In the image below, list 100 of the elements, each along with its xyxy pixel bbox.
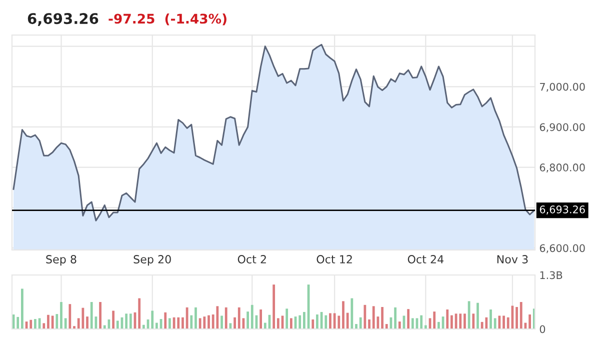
bar <box>394 307 396 329</box>
bar <box>385 324 388 329</box>
bar <box>459 314 462 329</box>
bar <box>316 314 318 329</box>
bar <box>203 316 206 329</box>
bar <box>238 307 240 329</box>
bar <box>125 314 128 329</box>
bar <box>346 312 349 329</box>
bar <box>355 324 358 329</box>
bar <box>290 318 292 329</box>
bar <box>116 320 119 329</box>
bar <box>198 318 202 329</box>
bar <box>246 312 249 329</box>
bar <box>21 288 24 329</box>
text: (-1.43%) <box>165 13 226 26</box>
bar <box>16 316 20 329</box>
bar <box>333 313 336 329</box>
bar <box>364 304 366 329</box>
bar <box>229 323 232 329</box>
bar <box>502 316 505 329</box>
bar <box>164 312 167 329</box>
bar <box>472 314 475 329</box>
bar <box>398 322 401 329</box>
bar <box>138 298 141 329</box>
bar <box>368 319 370 329</box>
bar <box>312 319 314 329</box>
bar <box>359 317 362 329</box>
bar <box>350 298 354 329</box>
bar <box>433 312 436 329</box>
bar <box>182 317 184 329</box>
bar <box>264 322 266 329</box>
bar <box>480 322 484 329</box>
bar <box>151 310 154 329</box>
text: -97.25 <box>108 14 154 24</box>
bar <box>260 309 262 329</box>
y-tick-label: 6,600.00 <box>540 244 585 254</box>
bar <box>338 316 340 329</box>
bar <box>437 322 440 329</box>
x-tick-label: Sep 20 <box>134 255 171 266</box>
x-tick-label: Nov 3 <box>497 255 528 264</box>
ref-line-label: 6,693.26 <box>540 206 585 214</box>
bar <box>155 322 158 329</box>
bar <box>420 315 423 329</box>
bar <box>520 302 522 329</box>
bar <box>381 306 384 329</box>
bar <box>342 301 344 329</box>
y-tick-label: 7,000.00 <box>540 82 585 92</box>
chart-title: 6,693.26 <box>28 13 98 26</box>
bar <box>216 306 219 329</box>
bar <box>224 307 228 329</box>
bar <box>168 318 171 329</box>
x-tick-label: Oct 24 <box>408 255 444 264</box>
bar <box>47 314 50 329</box>
bar <box>112 310 114 329</box>
x-tick-label: Oct 12 <box>316 255 352 264</box>
bar <box>250 304 254 329</box>
bar <box>516 306 518 329</box>
bar <box>30 320 32 329</box>
bar <box>90 302 93 329</box>
bar <box>42 323 46 329</box>
bar <box>485 317 488 329</box>
y-tick-label: 0 <box>540 325 546 334</box>
bar <box>464 314 466 329</box>
bar <box>82 308 84 329</box>
bar <box>498 316 501 329</box>
bar <box>129 314 132 329</box>
bar <box>86 316 88 329</box>
bar <box>476 302 479 329</box>
bar <box>190 315 193 329</box>
bar <box>494 318 496 329</box>
bar <box>490 309 492 329</box>
y-tick-label: 6,900.00 <box>540 123 585 132</box>
bar <box>372 306 375 329</box>
y-tick-label: 6,800.00 <box>540 164 585 172</box>
bar <box>324 315 328 329</box>
bar <box>34 319 36 329</box>
bar <box>286 308 288 329</box>
bar <box>329 313 332 329</box>
bar <box>220 316 223 329</box>
bar <box>64 318 67 329</box>
x-tick-label: Oct 2 <box>238 255 266 264</box>
bar <box>177 317 180 329</box>
bar <box>194 307 197 329</box>
bar <box>272 284 276 329</box>
bar <box>407 309 410 329</box>
bar <box>60 302 62 329</box>
bar <box>234 317 236 329</box>
y-tick-label: 1.3B <box>540 271 562 280</box>
bar <box>298 315 302 329</box>
bar <box>68 304 72 329</box>
x-tick-label: Sep 8 <box>46 255 76 266</box>
bar <box>446 309 449 329</box>
bar <box>511 306 514 329</box>
bar <box>411 318 414 329</box>
bar <box>208 315 210 329</box>
bar <box>56 314 58 329</box>
bar <box>450 315 453 329</box>
bar <box>276 318 280 329</box>
bar <box>51 316 54 329</box>
bar <box>303 312 306 329</box>
